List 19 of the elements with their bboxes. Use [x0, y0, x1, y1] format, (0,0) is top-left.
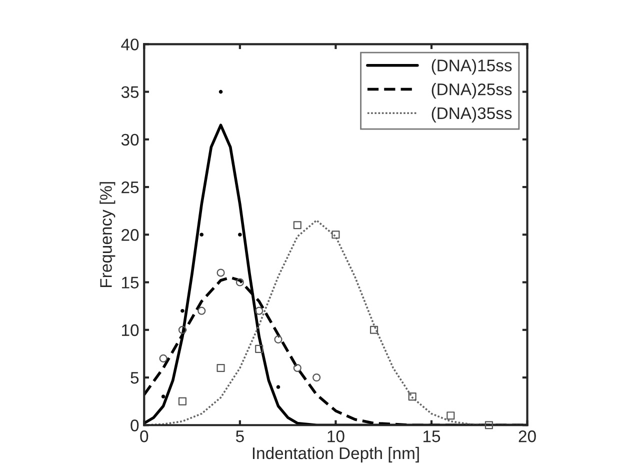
y-tick-label: 5 — [130, 372, 139, 384]
y-tick-label: 15 — [122, 276, 139, 288]
x-tick-label: 10 — [328, 430, 344, 442]
y-tick-label: 10 — [122, 324, 139, 336]
y-tick-label: 40 — [121, 38, 139, 50]
y-tick-label: 0 — [130, 420, 139, 432]
x-tick-label: 5 — [236, 430, 244, 442]
x-tick-label: 15 — [424, 430, 440, 442]
y-tick-label: 20 — [122, 229, 139, 241]
y-tick-label: 25 — [122, 181, 139, 194]
y-tick-label: 30 — [121, 134, 139, 146]
x-tick-label: 0 — [140, 430, 148, 442]
x-axis-title: Indentation Depth [nm] — [252, 446, 419, 462]
legend-label: (DNA)15ss — [432, 59, 512, 75]
legend-label: (DNA)25ss — [432, 83, 512, 99]
x-tick-label: 20 — [518, 430, 536, 442]
y-tick-label: 35 — [121, 86, 139, 98]
legend-label: (DNA)35ss — [432, 106, 512, 122]
y-axis-title: Frequency [%] — [100, 182, 116, 288]
